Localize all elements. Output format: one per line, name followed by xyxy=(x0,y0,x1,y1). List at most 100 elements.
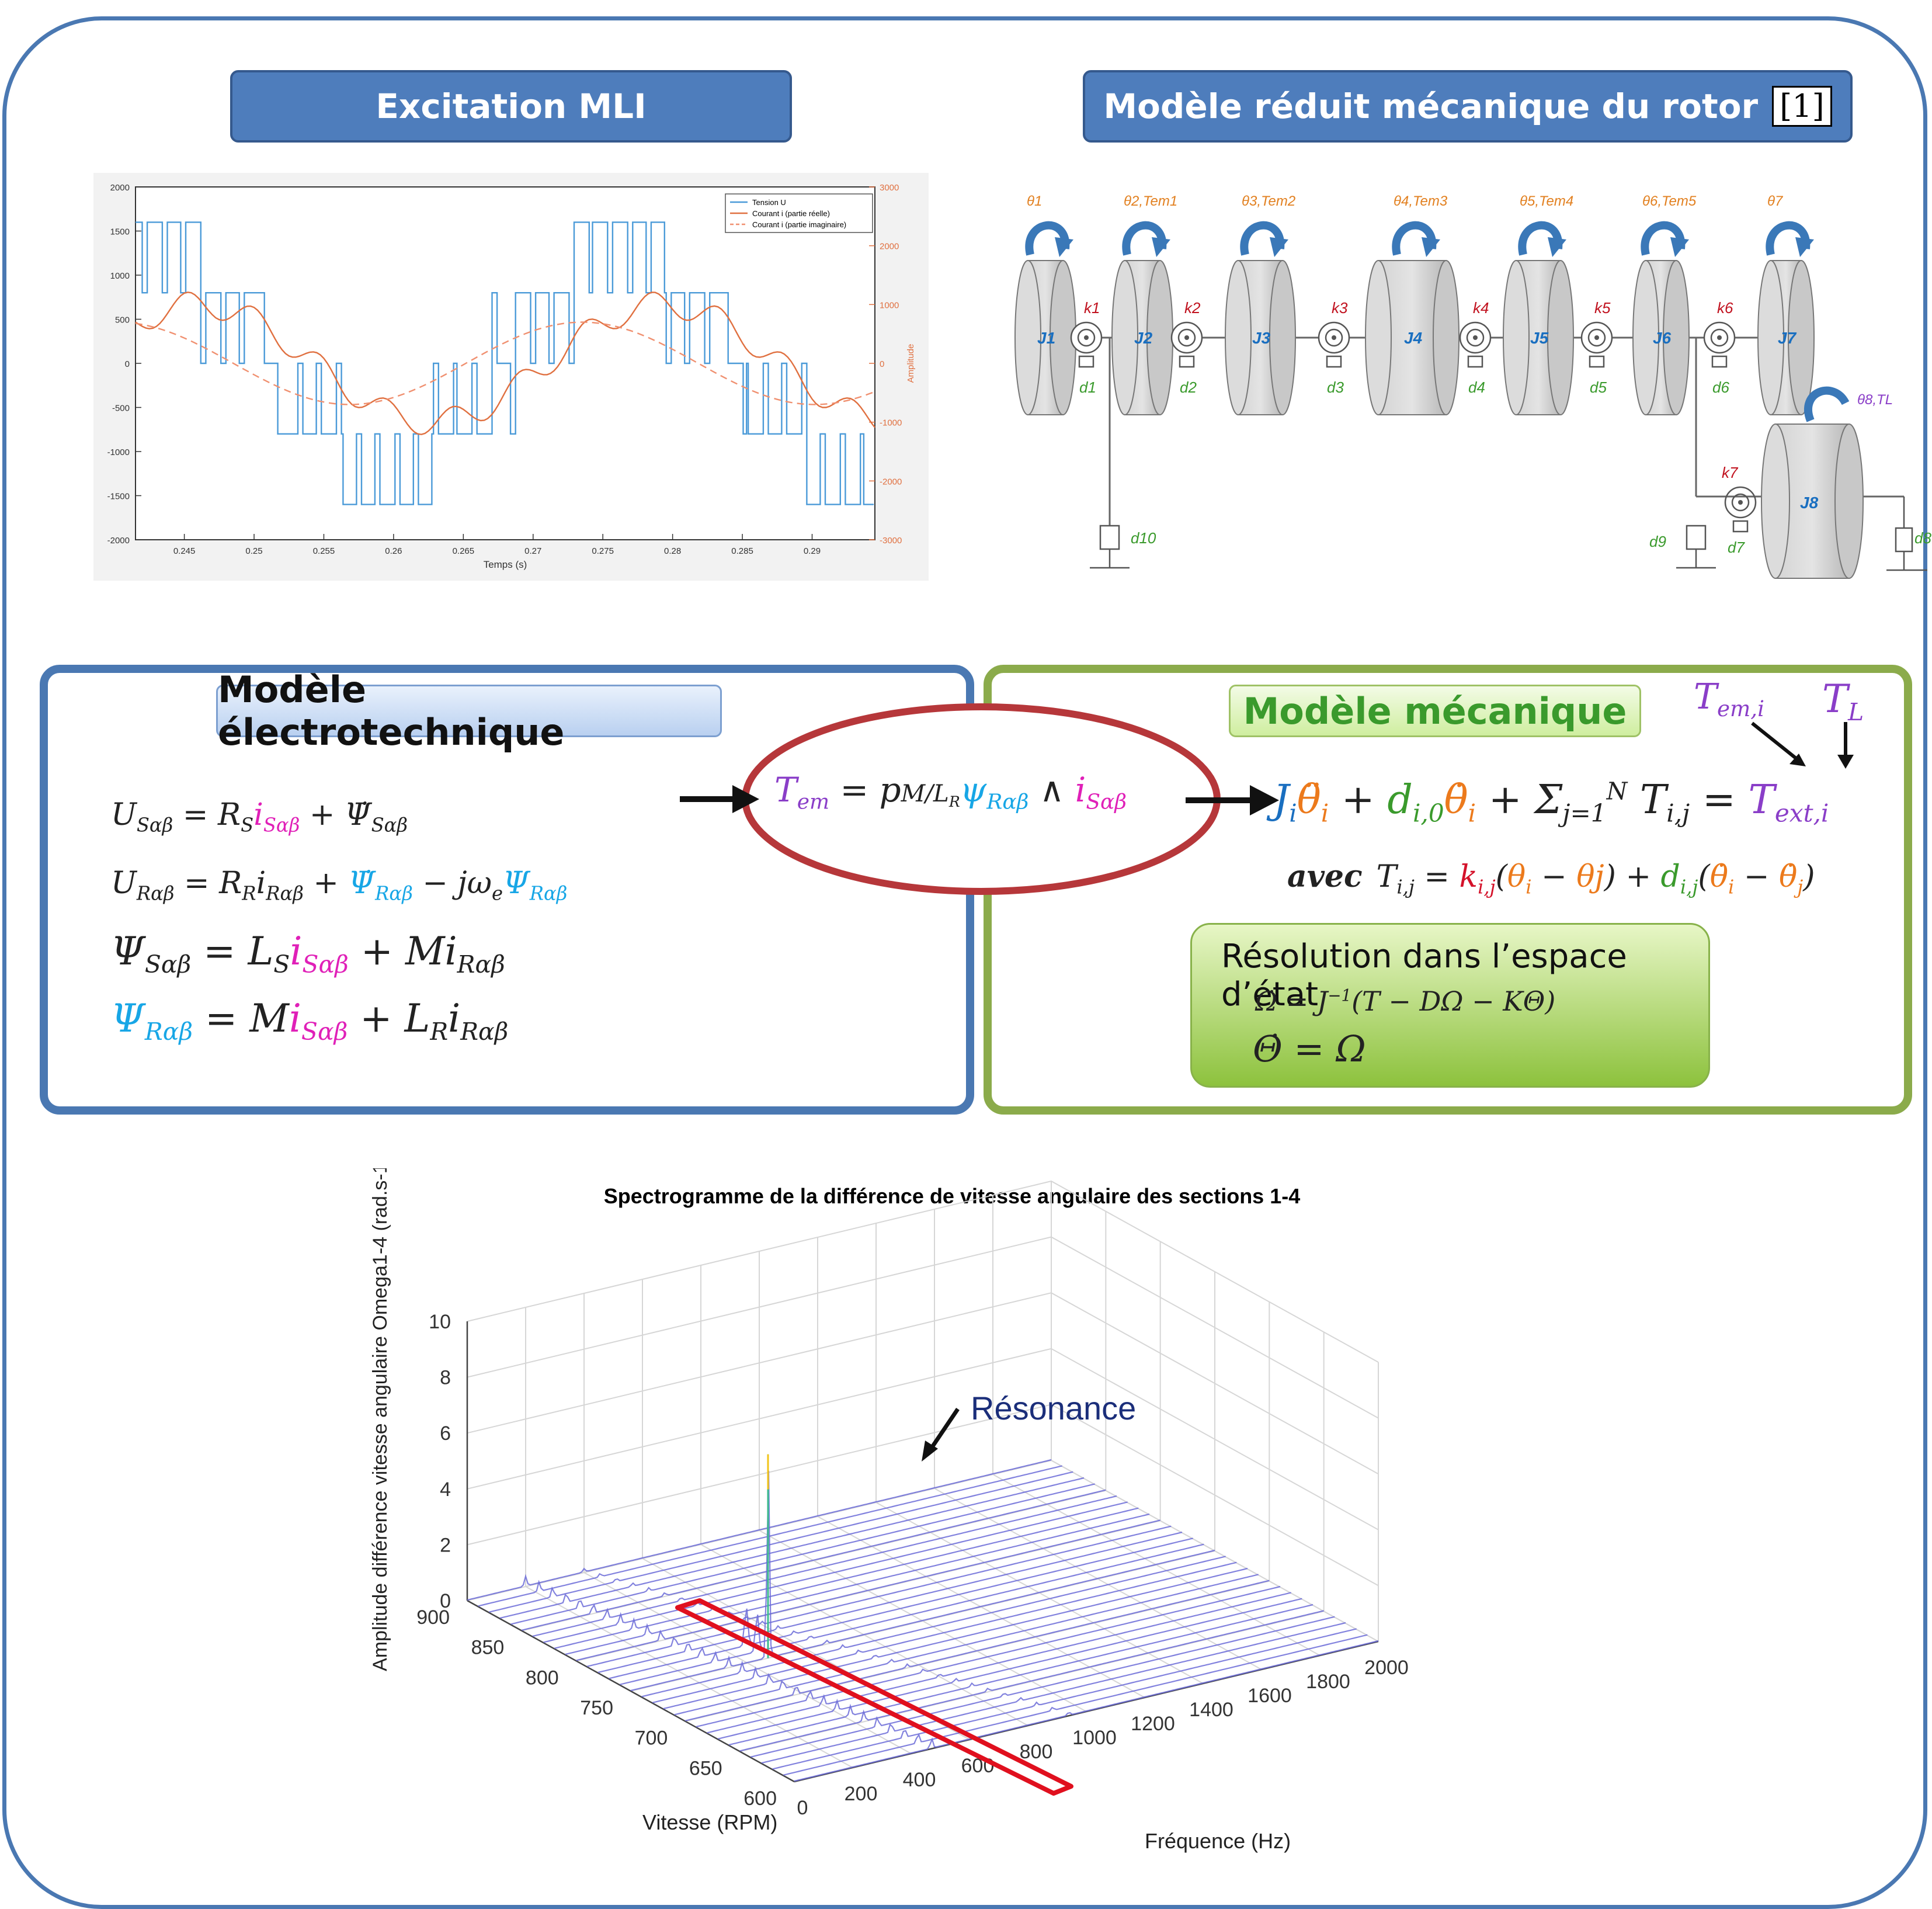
grid-line-z xyxy=(467,1236,1379,1419)
damper-box xyxy=(1179,355,1195,368)
eq-theta-dot: Θ̇ = Ω xyxy=(1253,1028,1366,1070)
rotation-arrow-icon xyxy=(1122,221,1167,256)
eq-psir: ΨRαβ = MiSαβ + LRiRαβ xyxy=(111,996,509,1046)
spring-coil-inner xyxy=(1177,328,1196,347)
pwm-ytick-left-label: -500 xyxy=(112,404,130,414)
pwm-ytick-right-label: 1000 xyxy=(880,300,899,310)
f-tick-label: 200 xyxy=(845,1783,878,1805)
spectrum-slice-820 xyxy=(554,1507,1139,1649)
label-d4: d4 xyxy=(1468,379,1485,396)
ground-damper-d8: d8 xyxy=(1886,497,1931,571)
label-d8: d8 xyxy=(1914,529,1931,547)
pwm-ytick-right-label: 0 xyxy=(880,359,884,369)
spectrum-slice-660 xyxy=(728,1603,1314,1746)
coupling-overlay xyxy=(680,703,1279,895)
spring-center xyxy=(1717,335,1722,340)
label-tem-i: Tem,i xyxy=(1694,676,1765,721)
rpm-tick-label: 650 xyxy=(689,1757,722,1779)
spectrum-slice-710 xyxy=(674,1574,1259,1716)
pwm-ytick-right-label: -3000 xyxy=(880,536,902,546)
label-angle-1: θ1 xyxy=(1027,193,1042,209)
pwm-yticks-right: 3000 2000 1000 0 -1000 -2000 -3000 xyxy=(869,183,902,546)
ground-damper-d9: d9 xyxy=(1649,525,1716,569)
spectrum-slice-900 xyxy=(467,1459,1052,1601)
series-courant-reel xyxy=(135,291,875,435)
banner-mli: Excitation MLI xyxy=(230,70,792,143)
spectrum-slice-620 xyxy=(772,1628,1357,1770)
ground-damper-d10: d10 xyxy=(1090,525,1156,569)
reference-box: [1] xyxy=(1772,86,1832,127)
input-arrows xyxy=(1751,721,1854,769)
state-space-title: Résolution dans l’espace d’état xyxy=(1221,938,1627,1013)
damper-box xyxy=(1467,355,1483,368)
grid-line-z xyxy=(467,1180,1379,1363)
series-tension-u xyxy=(135,221,874,505)
disk-j6: J6 θ6,Tem5 xyxy=(1632,193,1697,415)
avec-word: avec xyxy=(1287,859,1363,894)
pwm-yticks-left: 2000 1500 1000 500 0 -500 -1000 -1500 -2000 xyxy=(107,183,141,546)
spring-coil-inner xyxy=(1710,328,1729,347)
rotation-arrow-icon xyxy=(1766,221,1811,256)
pwm-xtick-label: 0.285 xyxy=(731,546,753,556)
rotation-arrow-icon xyxy=(1641,221,1686,256)
spectrogram: Spectrogramme de la différence de vitess… xyxy=(369,1168,1409,1853)
f-tick-label: 1000 xyxy=(1072,1727,1117,1749)
z-tick-label: 0 xyxy=(440,1590,451,1612)
label-angle-5: θ5,Tem4 xyxy=(1520,193,1573,209)
pwm-ytick-left-label: -2000 xyxy=(107,536,130,546)
series-courant-imaginaire xyxy=(135,321,875,405)
label-angle-6: θ6,Tem5 xyxy=(1642,193,1697,209)
pwm-ytick-left-label: -1500 xyxy=(107,492,130,502)
disk-back xyxy=(1014,260,1041,415)
spectrum-slice-670 xyxy=(718,1598,1302,1740)
electro-title: Modèle électrotechnique xyxy=(218,668,565,754)
disk-back xyxy=(1757,260,1784,415)
axis-rpm xyxy=(467,1599,795,1783)
spectrogram-grid xyxy=(466,1180,1379,1783)
f-tick-label: 1200 xyxy=(1131,1713,1175,1735)
rotation-arrowhead-icon xyxy=(1795,237,1814,257)
f-tick-label: 800 xyxy=(1020,1741,1053,1763)
label-j6: J6 xyxy=(1653,329,1672,347)
spectrum-slice-800 xyxy=(576,1519,1160,1661)
spectrum-slice-740 xyxy=(641,1556,1226,1698)
spectrogram-xlabel: Fréquence (Hz) xyxy=(1145,1829,1291,1853)
spectrum-slice-790 xyxy=(587,1525,1172,1667)
pwm-xtick-label: 0.245 xyxy=(173,546,196,556)
spring-k2: k2 d2 xyxy=(1170,299,1203,396)
banner-rotor: Modèle réduit mécanique du rotor [1] xyxy=(1083,70,1853,143)
banner-rotor-label: Modèle réduit mécanique du rotor xyxy=(1103,86,1759,126)
spring-k7: k7 d7 xyxy=(1722,464,1757,556)
resonance-arrow xyxy=(927,1408,960,1453)
spring-coil-inner xyxy=(1587,328,1606,347)
label-angle-4: θ4,Tem3 xyxy=(1394,193,1448,209)
label-d3: d3 xyxy=(1327,379,1344,396)
f-tick-label: 1600 xyxy=(1248,1685,1292,1707)
pwm-xtick-label: 0.29 xyxy=(804,546,821,556)
rotation-arrowhead-icon xyxy=(1670,237,1689,257)
legend-courant-imag: Courant i (partie imaginaire) xyxy=(752,220,846,229)
label-d6: d6 xyxy=(1712,379,1729,396)
disk-back xyxy=(1503,260,1530,415)
pwm-xtick-label: 0.26 xyxy=(385,546,402,556)
spectrum-slice-770 xyxy=(609,1537,1193,1679)
damper-box xyxy=(1326,355,1342,368)
spring-center xyxy=(1473,335,1478,340)
damper-box xyxy=(1711,355,1728,368)
pwm-y2label: Amplitude xyxy=(906,344,916,383)
pwm-ytick-left-label: 2000 xyxy=(110,183,130,193)
label-k6: k6 xyxy=(1717,299,1733,317)
label-k4: k4 xyxy=(1473,299,1489,317)
rotation-arrow-icon xyxy=(1392,221,1437,256)
label-theta8: θ8,TL xyxy=(1857,392,1893,408)
pwm-xtick-label: 0.275 xyxy=(592,546,614,556)
spectrum-slice-640 xyxy=(750,1616,1335,1758)
disk-face xyxy=(1547,260,1574,415)
disk-j7: J7 θ7 xyxy=(1757,193,1815,415)
pwm-xticks: 0.245 0.25 0.255 0.26 0.265 0.27 0.275 0.28 0.28… xyxy=(173,534,821,556)
damper-box xyxy=(1078,355,1094,368)
f-tick-label: 0 xyxy=(797,1797,808,1819)
label-angle-3: θ3,Tem2 xyxy=(1242,193,1295,209)
eq-dynamics: Jiθ̈i + di,0θ̇i + Σj=1N Ti,j = Text,i xyxy=(1273,777,1829,828)
pill-electro-title: Modèle électrotechnique xyxy=(216,668,722,754)
